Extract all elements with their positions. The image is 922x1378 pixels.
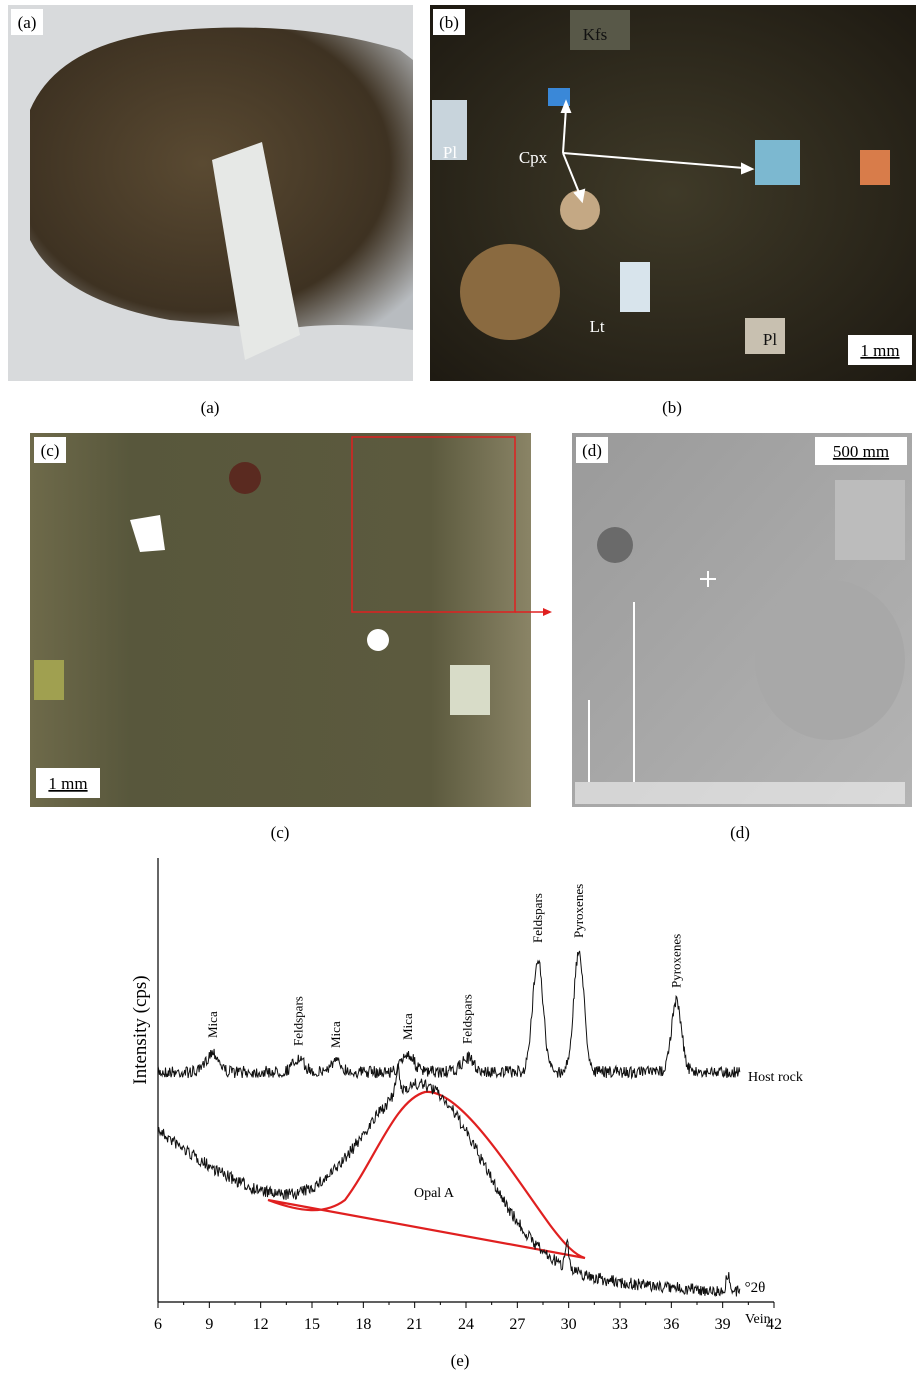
x-tick-label: 18	[355, 1316, 371, 1333]
x-tick-label: 15	[304, 1316, 320, 1333]
x-tick-label: 6	[154, 1316, 162, 1333]
host-rock-trace	[158, 951, 740, 1078]
opal-fit	[268, 1092, 585, 1258]
caption: (b)	[662, 398, 682, 417]
peak-label: Mica	[328, 1021, 343, 1048]
x-tick-label: 42	[766, 1316, 782, 1333]
y-axis-label: Intensity (cps)	[130, 975, 151, 1084]
peak-label: Pyroxenes	[668, 934, 683, 988]
peak-label: Mica	[205, 1011, 220, 1038]
mineral-label: Lt	[589, 317, 604, 336]
photo-c	[30, 433, 531, 807]
x-tick-label: 21	[407, 1316, 423, 1333]
scale-bar: 1 mm	[860, 341, 899, 360]
caption: (a)	[201, 398, 220, 417]
peak-label: Pyroxenes	[571, 884, 586, 938]
figure: (a) (a) (b) Kfs Pl Cpx Lt Pl 1 mm (b)	[0, 0, 922, 1373]
panel-label: (a)	[18, 13, 37, 32]
x-tick-label: 39	[715, 1316, 731, 1333]
panel-label: (c)	[41, 441, 60, 460]
mineral-label: Pl	[443, 143, 457, 162]
peak-label: Feldspars	[290, 996, 305, 1046]
peak-label: Feldspars	[530, 893, 545, 943]
photo-a	[8, 5, 413, 381]
photo-d	[572, 433, 912, 807]
mineral-label: Kfs	[583, 25, 608, 44]
x-tick-label: 9	[205, 1316, 213, 1333]
fit-label: Opal A	[414, 1186, 455, 1201]
x-tick-label: 36	[663, 1316, 679, 1333]
page: {"panels": [ {"label": "(a)", "caption":…	[0, 0, 922, 1373]
caption: (e)	[451, 1351, 470, 1370]
caption: (d)	[730, 823, 750, 842]
scale-bar: 500 mm	[833, 442, 889, 461]
x-tick-label: 24	[458, 1316, 474, 1333]
scale-bar: 1 mm	[48, 774, 87, 793]
panel-label: (b)	[439, 13, 459, 32]
x-tick-label: 30	[561, 1316, 577, 1333]
panel-label: (d)	[582, 441, 602, 460]
zoom-arrow-head	[543, 608, 552, 616]
x-axis-label: °2θ	[745, 1280, 766, 1296]
xrd-chart: Intensity (cps) °2θ Host rock Vein Opal …	[130, 858, 803, 1327]
x-tick-label: 12	[253, 1316, 269, 1333]
series-label: Host rock	[748, 1070, 803, 1085]
peak-label: Feldspars	[460, 994, 475, 1044]
peak-label: Mica	[400, 1013, 415, 1040]
caption: (c)	[271, 823, 290, 842]
vein-trace	[158, 1063, 740, 1296]
x-tick-label: 33	[612, 1316, 628, 1333]
photo-b	[430, 5, 916, 381]
mineral-label: Pl	[763, 330, 777, 349]
mineral-label: Cpx	[519, 148, 548, 167]
x-tick-label: 27	[509, 1316, 525, 1333]
